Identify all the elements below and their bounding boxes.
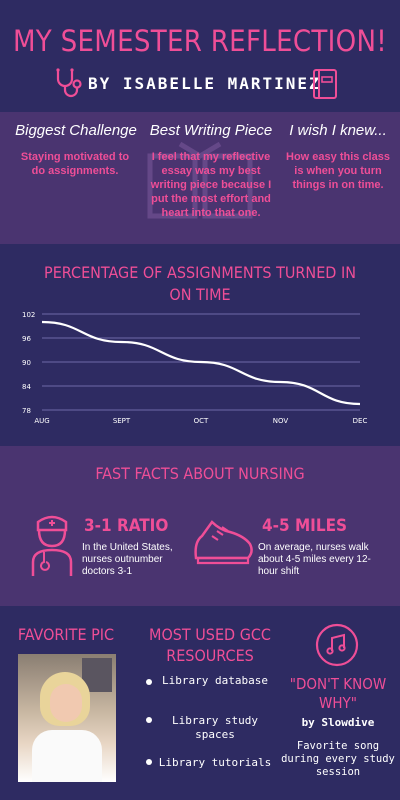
- resource-item: Library tutorials: [158, 756, 272, 769]
- page-title: MY SEMESTER REFLECTION!: [12, 24, 388, 58]
- fact-miles-heading: 4-5 MILES: [262, 516, 348, 536]
- wish-text: How easy this class is when you turn thi…: [286, 151, 390, 191]
- challenge-heading: Biggest Challenge: [15, 122, 137, 139]
- fast-facts-title: FAST FACTS ABOUT NURSING: [95, 464, 305, 483]
- y-tick-label: 84: [22, 383, 31, 391]
- photo-shirt: [32, 730, 102, 782]
- resource-item: Library database: [162, 674, 268, 687]
- x-tick-label: NOV: [273, 417, 289, 425]
- song-note: Favorite song during every study session: [281, 740, 395, 778]
- wish-heading: I wish I knew...: [289, 122, 387, 139]
- song-title: "DON'T KNOW WHY": [289, 675, 387, 712]
- x-tick-label: AUG: [34, 417, 49, 425]
- fact-ratio-text: In the United States, nurses outnumber d…: [82, 542, 173, 577]
- song-artist: by Slowdive: [301, 716, 375, 729]
- bullet: [146, 679, 152, 685]
- x-tick-label: SEPT: [113, 417, 131, 425]
- favorite-pic-heading: FAVORITE PIC: [17, 625, 115, 644]
- challenge-text: Staying motivated to do assignments.: [20, 151, 130, 177]
- x-tick-label: DEC: [353, 417, 368, 425]
- chart-title: PERCENTAGE OF ASSIGNMENTS TURNED IN ON T…: [44, 263, 356, 304]
- favorite-photo: [18, 654, 116, 782]
- photo-face: [50, 684, 82, 722]
- y-tick-label: 90: [22, 359, 31, 367]
- resources-heading: MOST USED GCC RESOURCES: [149, 625, 271, 665]
- writing-text: I feel that my reflective essay was my b…: [150, 151, 272, 219]
- bullet: [146, 717, 152, 723]
- bullet: [146, 759, 152, 765]
- chart-band: [0, 244, 400, 446]
- sneaker-icon: [194, 520, 253, 565]
- byline: BY ISABELLE MARTINEZ: [88, 74, 321, 93]
- music-note-icon: [315, 623, 359, 667]
- x-tick-label: OCT: [194, 417, 209, 425]
- series-line: [41, 320, 361, 406]
- y-tick-label: 96: [22, 335, 31, 343]
- book-watermark-icon: [147, 141, 253, 219]
- reflection-band: [0, 112, 400, 244]
- fact-ratio-heading: 3-1 RATIO: [84, 516, 169, 536]
- writing-heading: Best Writing Piece: [149, 122, 273, 139]
- stethoscope-icon: [56, 68, 82, 98]
- nurse-icon: [31, 515, 73, 576]
- notebook-icon: [313, 69, 337, 99]
- y-tick-label: 102: [22, 311, 35, 319]
- resource-item: Library study spaces: [171, 714, 259, 741]
- fact-miles-text: On average, nurses walk about 4-5 miles …: [258, 542, 371, 577]
- y-tick-label: 78: [22, 407, 31, 415]
